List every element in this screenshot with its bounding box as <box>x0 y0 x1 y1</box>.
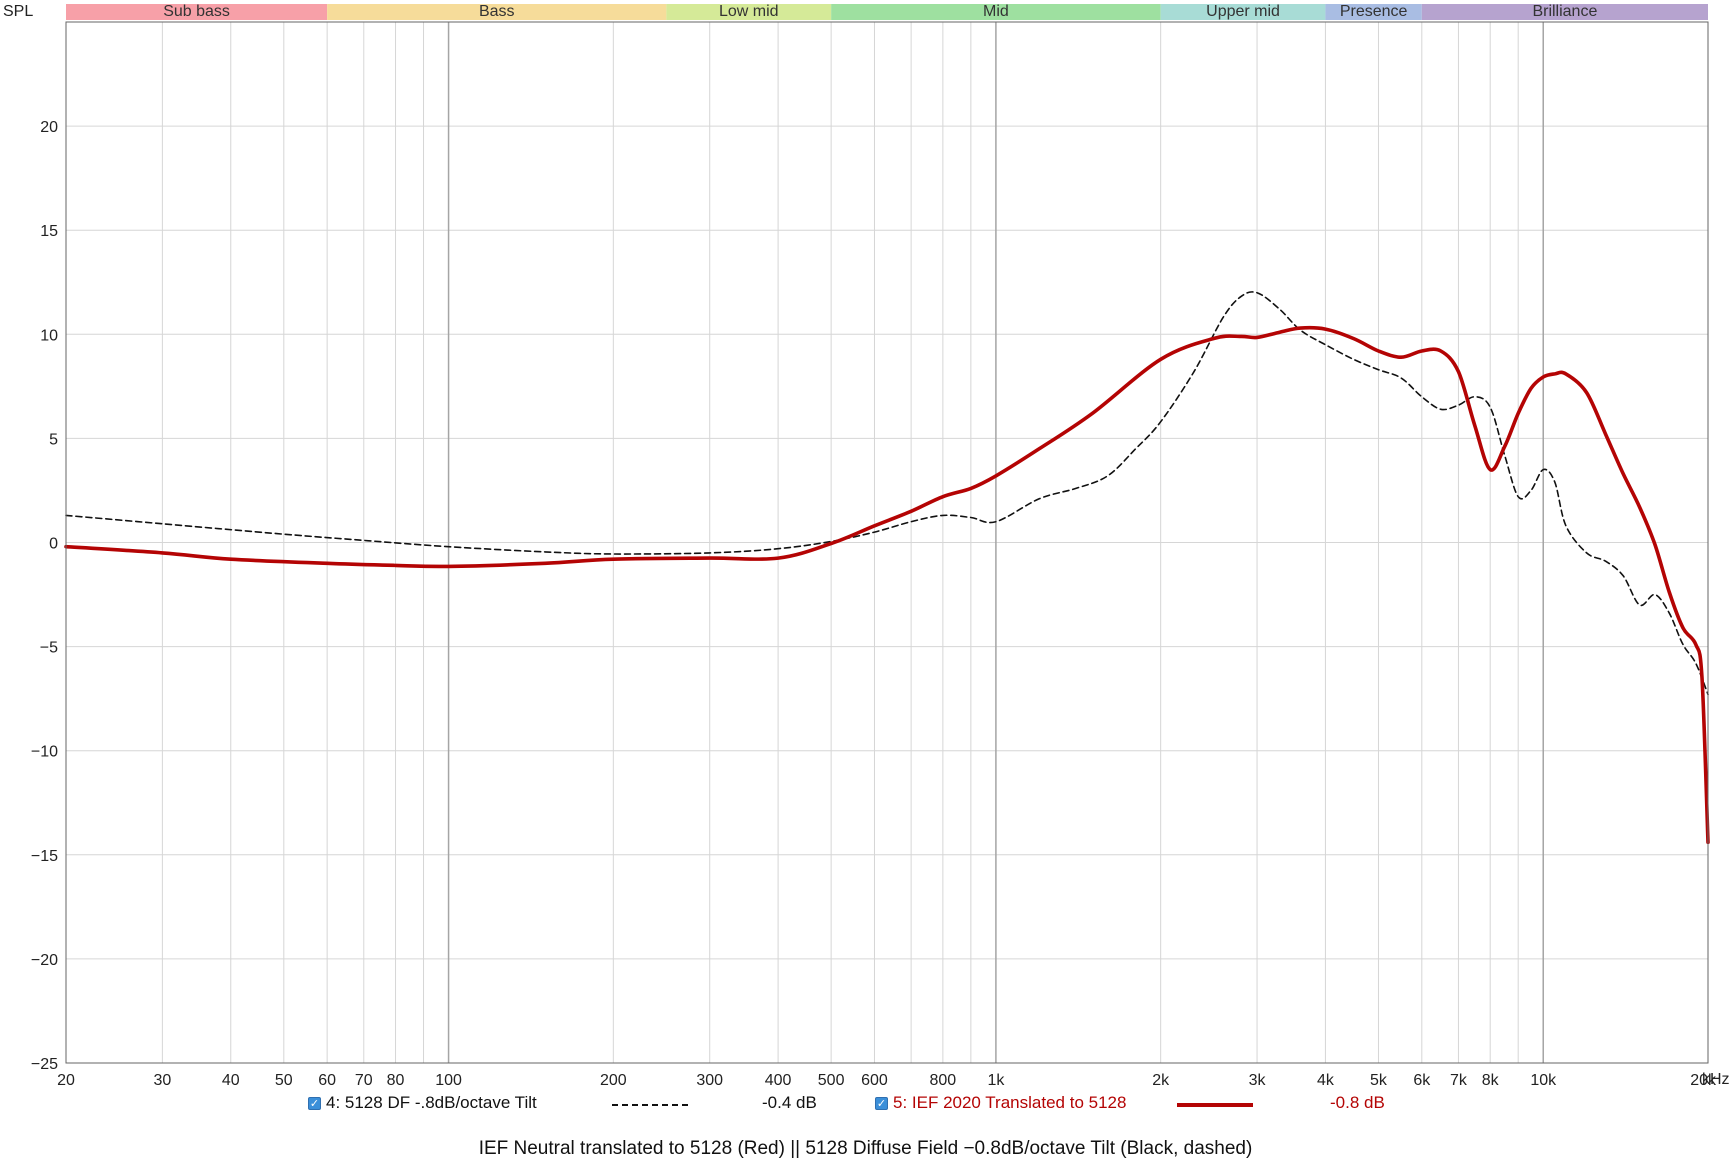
x-tick-label: 5k <box>1370 1072 1388 1089</box>
x-tick-label: 600 <box>861 1072 888 1089</box>
legend-swatch-series-4 <box>612 1104 688 1106</box>
band-upper-mid <box>1160 4 1326 20</box>
series-line-2 <box>64 325 1710 845</box>
x-tick-label: 70 <box>355 1072 373 1089</box>
x-tick-label: 40 <box>222 1072 240 1089</box>
curves <box>64 291 1710 845</box>
x-tick-label: 7k <box>1450 1072 1468 1089</box>
x-tick-label: 6k <box>1413 1072 1431 1089</box>
x-tick-label: 20k <box>1690 1072 1717 1089</box>
band-label: Upper mid <box>1206 3 1280 20</box>
band-presence <box>1325 4 1422 20</box>
legend-label-series-5: 5: IEF 2020 Translated to 5128 <box>893 1093 1127 1112</box>
legend-label-series-4: 4: 5128 DF -.8dB/octave Tilt <box>326 1093 537 1112</box>
x-tick-label: 50 <box>275 1072 293 1089</box>
y-tick-label: 0 <box>49 536 58 553</box>
x-tick-label: 500 <box>818 1072 845 1089</box>
x-tick-label: 200 <box>600 1072 627 1089</box>
y-tick-label: −25 <box>31 1056 58 1073</box>
y-tick-label: −5 <box>40 640 58 657</box>
x-axis-unit: kHz <box>1702 1071 1730 1088</box>
x-tick-label: 3k <box>1249 1072 1267 1089</box>
y-tick-label: −20 <box>31 952 58 969</box>
band-label: Low mid <box>719 3 779 20</box>
x-tick-label: 300 <box>696 1072 723 1089</box>
frequency-response-chart: Sub bass Bass Low mid Mid Upper mid Presence B… <box>3 3 1730 1089</box>
band-label: Mid <box>983 3 1009 20</box>
legend-swatch-series-5 <box>1177 1103 1253 1107</box>
x-tick-label: 80 <box>387 1072 405 1089</box>
band-label: Sub bass <box>163 3 230 20</box>
x-tick-label: 10k <box>1530 1072 1557 1089</box>
y-tick-label: −15 <box>31 848 58 865</box>
legend-item-series-5[interactable]: ✓ 5: IEF 2020 Translated to 5128 <box>875 1091 1126 1115</box>
x-tick-label: 1k <box>987 1072 1005 1089</box>
y-tick-label: −10 <box>31 744 58 761</box>
x-tick-label: 20 <box>57 1072 75 1089</box>
grid-lines <box>65 22 1709 1064</box>
y-axis-ticks: −25 −20 −15 −10 −5 0 5 10 15 20 <box>31 119 58 1073</box>
legend-item-series-4[interactable]: ✓ 4: 5128 DF -.8dB/octave Tilt <box>308 1091 537 1115</box>
band-label: Presence <box>1340 3 1408 20</box>
x-tick-label: 4k <box>1317 1072 1335 1089</box>
legend-offset-series-4: -0.4 dB <box>762 1093 817 1112</box>
y-tick-label: 20 <box>40 119 58 136</box>
series-line-1 <box>65 291 1709 696</box>
x-tick-label: 100 <box>435 1072 462 1089</box>
y-axis-title: SPL <box>3 3 33 20</box>
band-low-mid <box>666 4 832 20</box>
y-tick-label: 15 <box>40 223 58 240</box>
chart-footer-caption: IEF Neutral translated to 5128 (Red) || … <box>478 1138 1253 1159</box>
band-label: Bass <box>479 3 515 20</box>
x-tick-label: 30 <box>153 1072 171 1089</box>
band-label: Brilliance <box>1532 3 1597 20</box>
plot-frame <box>65 21 1709 1064</box>
frequency-bands: Sub bass Bass Low mid Mid Upper mid Presence B… <box>66 3 1708 20</box>
x-tick-label: 800 <box>930 1072 957 1089</box>
band-sub-bass <box>66 4 328 20</box>
band-mid <box>831 4 1161 20</box>
y-tick-label: 5 <box>49 431 58 448</box>
band-bass <box>327 4 667 20</box>
band-brilliance <box>1421 4 1708 20</box>
x-tick-label: 8k <box>1482 1072 1500 1089</box>
x-tick-label: 2k <box>1152 1072 1170 1089</box>
x-tick-label: 60 <box>318 1072 336 1089</box>
checkbox-series-5[interactable]: ✓ <box>875 1096 888 1110</box>
y-tick-label: 10 <box>40 327 58 344</box>
legend-offset-series-5: -0.8 dB <box>1330 1093 1385 1112</box>
x-axis-ticks: 20 30 40 50 60 70 80 100 200 300 400 500 600 800 1k 2k 3… <box>57 1072 1717 1089</box>
x-tick-label: 400 <box>765 1072 792 1089</box>
checkbox-series-4[interactable]: ✓ <box>308 1096 321 1110</box>
